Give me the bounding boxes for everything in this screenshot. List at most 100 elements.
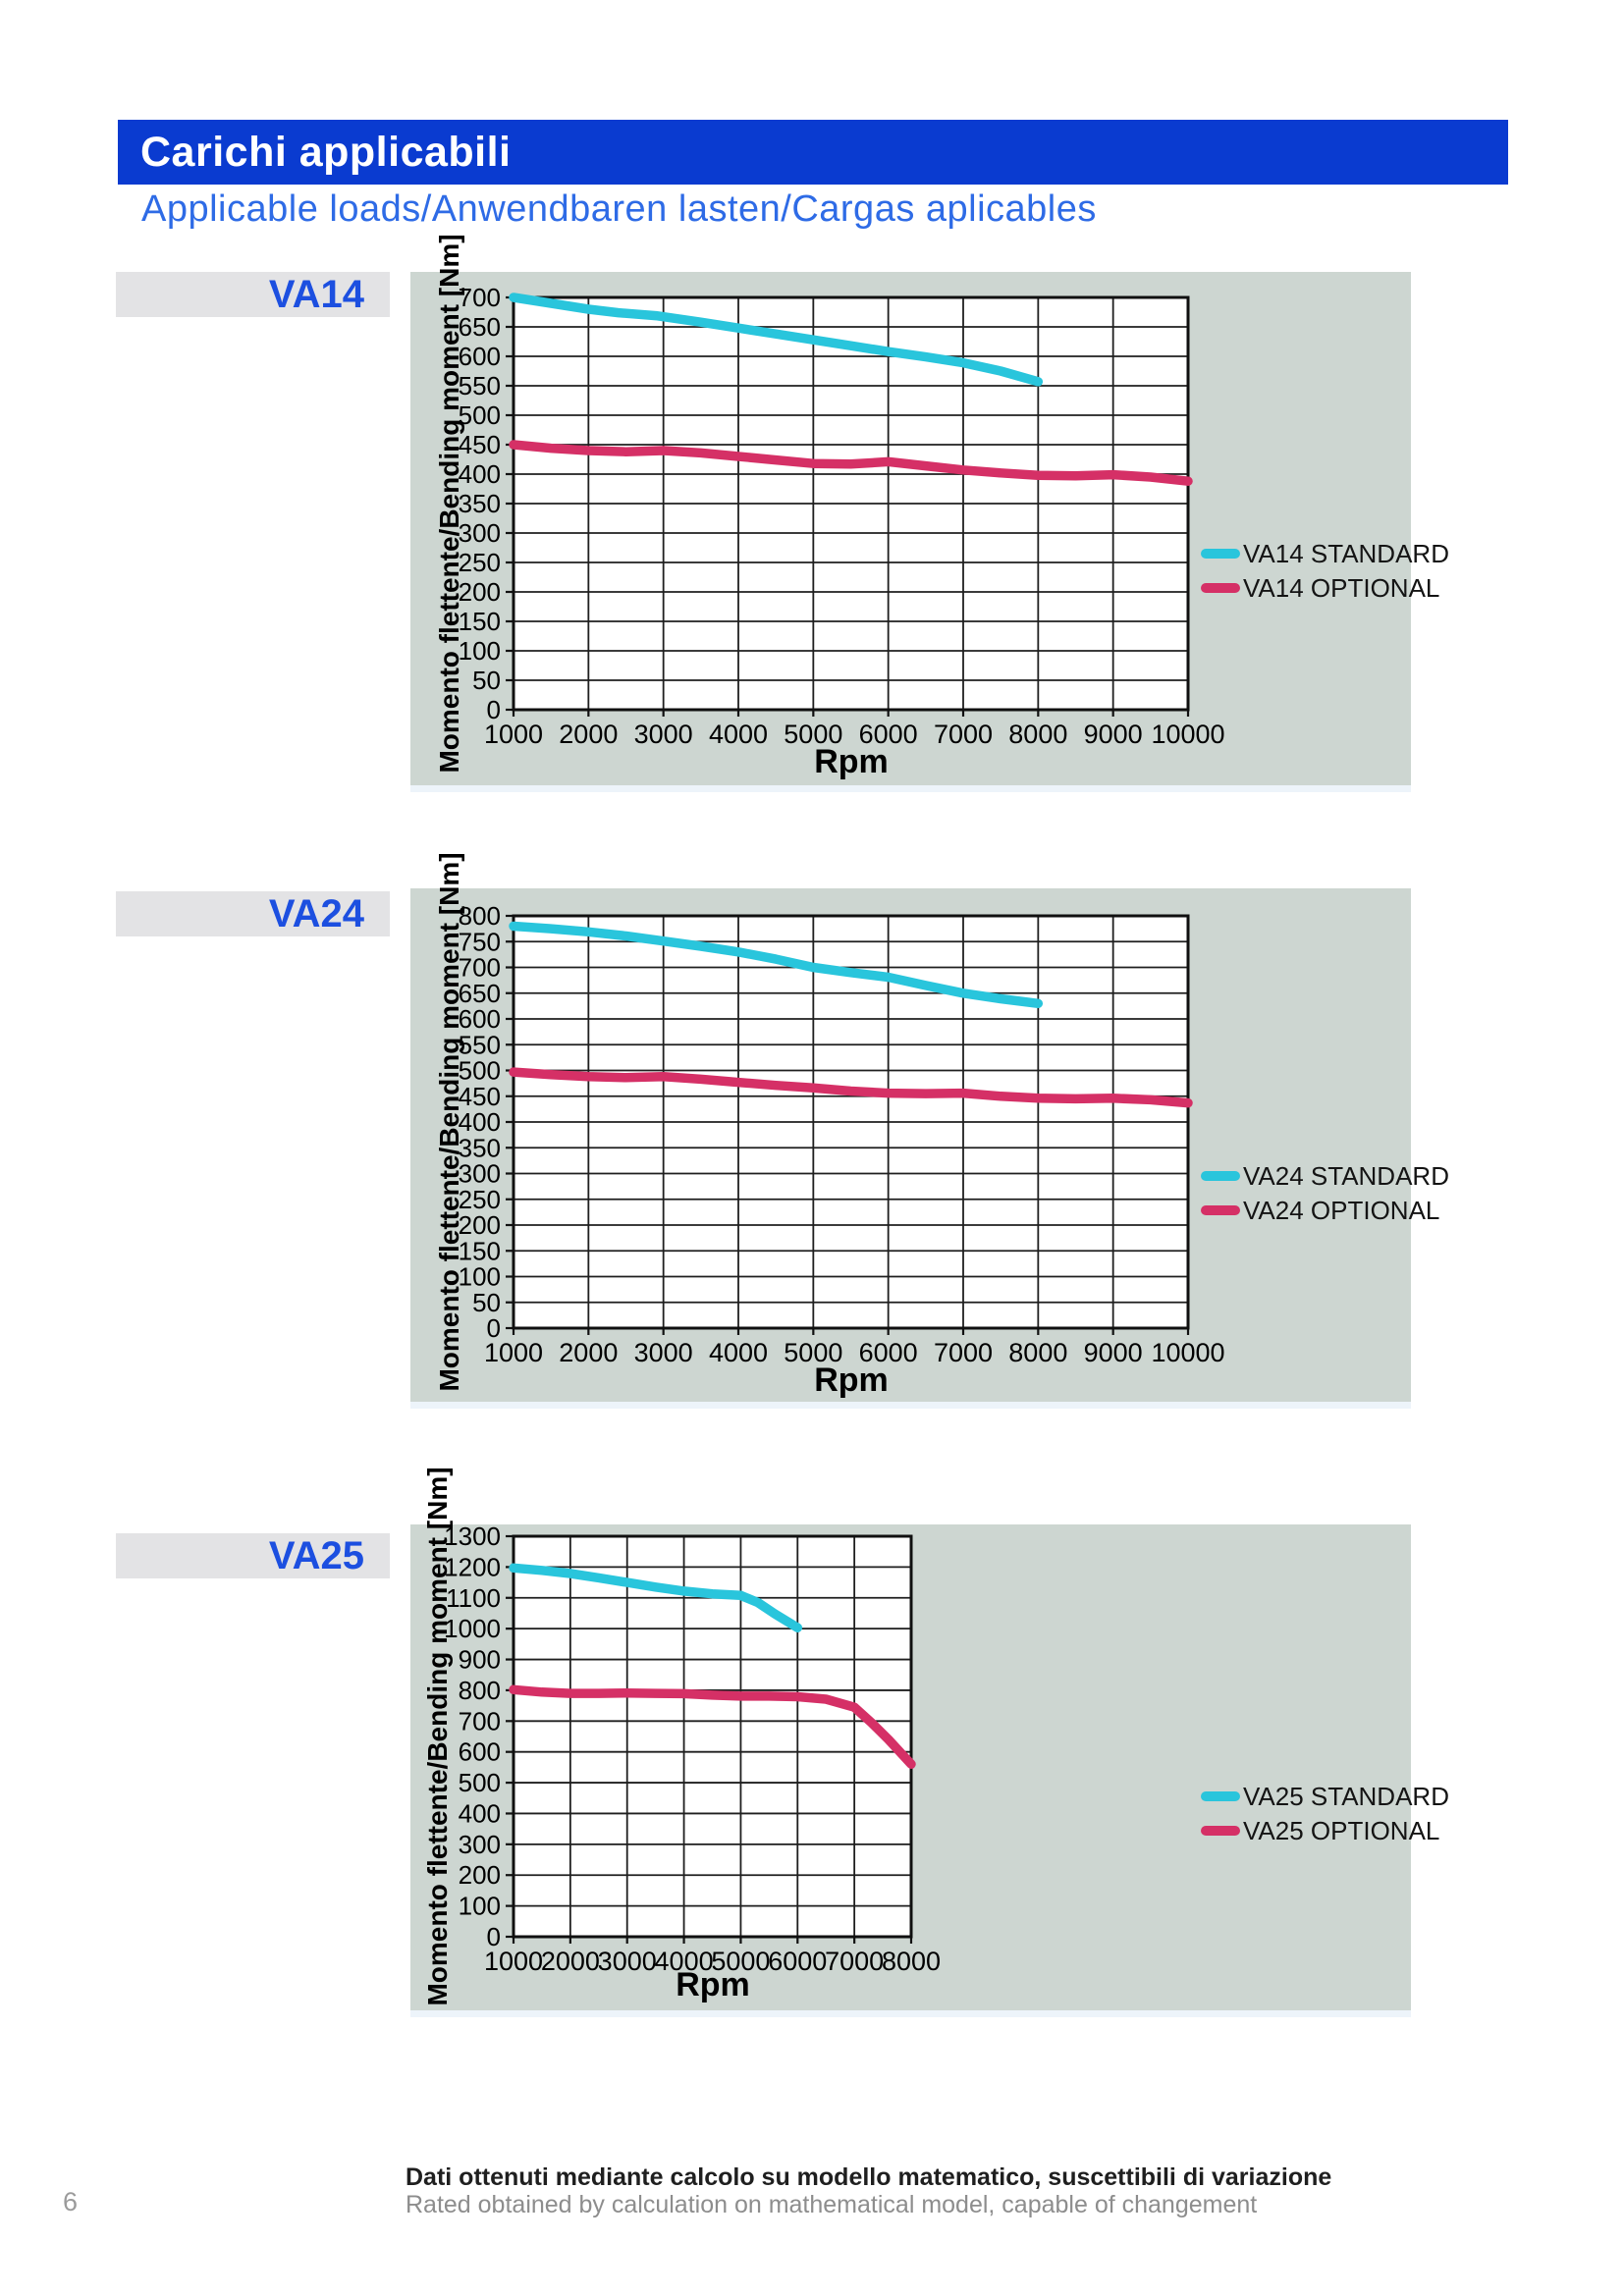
svg-text:10000: 10000 xyxy=(1151,720,1224,749)
svg-text:450: 450 xyxy=(459,430,501,459)
svg-text:600: 600 xyxy=(459,1004,501,1034)
x-axis-title: Rpm xyxy=(814,1362,889,1399)
svg-text:1000: 1000 xyxy=(484,1338,543,1367)
legend-item-optional: VA24 OPTIONAL xyxy=(1201,1196,1449,1225)
svg-text:3000: 3000 xyxy=(598,1947,657,1976)
svg-text:350: 350 xyxy=(459,489,501,518)
legend-item-optional: VA25 OPTIONAL xyxy=(1201,1816,1449,1845)
svg-text:100: 100 xyxy=(459,1892,501,1921)
svg-text:6000: 6000 xyxy=(859,720,918,749)
svg-text:1300: 1300 xyxy=(444,1524,501,1551)
y-tick-labels: 0501001502002503003504004505005506006507… xyxy=(459,901,501,1343)
y-tick-labels: 0501001502002503003504004505005506006507… xyxy=(459,283,501,724)
svg-text:2000: 2000 xyxy=(559,720,618,749)
optional-series-swatch xyxy=(1201,1205,1240,1215)
va25-chart-panel: 1000 2000 3000 4000 5000 6000 7000 8000 0 100 200 3… xyxy=(410,1467,1449,2010)
chart-legend: VA14 STANDARD VA14 OPTIONAL xyxy=(1201,539,1449,608)
x-axis-title: Rpm xyxy=(676,1966,750,2003)
svg-text:8000: 8000 xyxy=(882,1947,941,1976)
page-number: 6 xyxy=(63,2187,79,2216)
svg-text:7000: 7000 xyxy=(825,1947,884,1976)
va25-chart-canvas: 1000200030004000500060007000800001002003… xyxy=(444,1524,941,1976)
svg-text:200: 200 xyxy=(459,577,501,607)
svg-text:700: 700 xyxy=(459,283,501,312)
optional-series-line xyxy=(509,1684,916,1769)
plot-frame xyxy=(512,295,1190,712)
svg-text:400: 400 xyxy=(459,1107,501,1137)
svg-text:400: 400 xyxy=(459,459,501,489)
svg-text:7000: 7000 xyxy=(934,720,993,749)
svg-text:400: 400 xyxy=(459,1798,501,1828)
page-subtitle: Applicable loads/Anwendbaren lasten/Carg… xyxy=(141,188,1097,230)
standard-series-swatch xyxy=(1201,1791,1240,1801)
section-title-bar: Carichi applicabili xyxy=(118,120,1508,185)
svg-text:1000: 1000 xyxy=(444,1614,501,1643)
svg-text:750: 750 xyxy=(459,927,501,956)
panel-bottom-strip xyxy=(410,1402,1411,1409)
footer-note-italian: Dati ottenuti mediante calcolo su modell… xyxy=(406,2163,1332,2191)
svg-text:600: 600 xyxy=(459,1737,501,1767)
svg-text:100: 100 xyxy=(459,1262,501,1292)
y-axis-title: Momento flettente/Bending moment [Nm] xyxy=(434,852,464,1392)
legend-label-standard: VA14 STANDARD xyxy=(1243,538,1449,568)
standard-series-swatch xyxy=(1201,549,1240,559)
svg-text:10000: 10000 xyxy=(1151,1338,1224,1367)
x-axis-title: Rpm xyxy=(814,743,889,780)
svg-text:500: 500 xyxy=(459,1056,501,1086)
svg-text:700: 700 xyxy=(459,953,501,983)
grid-lines xyxy=(514,297,1188,710)
panel-bottom-strip xyxy=(410,785,1411,792)
optional-series-line xyxy=(509,440,1193,486)
legend-item-optional: VA14 OPTIONAL xyxy=(1201,573,1449,603)
legend-label-optional: VA14 OPTIONAL xyxy=(1243,572,1440,603)
plot-area xyxy=(514,1536,911,1937)
legend-label-optional: VA24 OPTIONAL xyxy=(1243,1195,1440,1225)
svg-text:50: 50 xyxy=(472,666,501,695)
x-tick-labels: 1000 2000 3000 4000 5000 6000 7000 8000 9000 1000… xyxy=(484,720,1225,749)
svg-text:4000: 4000 xyxy=(709,720,768,749)
svg-text:2000: 2000 xyxy=(541,1947,600,1976)
svg-text:8000: 8000 xyxy=(1008,1338,1067,1367)
footer-note: Dati ottenuti mediante calcolo su modell… xyxy=(406,2163,1331,2218)
svg-text:700: 700 xyxy=(459,1706,501,1735)
svg-text:500: 500 xyxy=(459,1768,501,1797)
legend-item-standard: VA24 STANDARD xyxy=(1201,1161,1449,1191)
svg-text:150: 150 xyxy=(459,1236,501,1265)
x-tick-labels: 1000 2000 3000 4000 5000 6000 7000 8000 9000 1000… xyxy=(484,1338,1225,1367)
plot-frame xyxy=(512,914,1190,1330)
svg-text:50: 50 xyxy=(472,1288,501,1317)
svg-text:150: 150 xyxy=(459,607,501,636)
svg-text:9000: 9000 xyxy=(1084,1338,1143,1367)
va24-chart-canvas: 1000 2000 3000 4000 5000 6000 7000 8000 9000 1000… xyxy=(459,901,1225,1367)
legend-item-standard: VA14 STANDARD xyxy=(1201,539,1449,568)
svg-text:5000: 5000 xyxy=(784,1338,842,1367)
svg-text:7000: 7000 xyxy=(934,1338,993,1367)
page-title: Carichi applicabili xyxy=(140,128,512,176)
svg-text:300: 300 xyxy=(459,1830,501,1859)
svg-text:3000: 3000 xyxy=(634,720,693,749)
svg-text:650: 650 xyxy=(459,979,501,1008)
svg-text:0: 0 xyxy=(487,695,501,724)
svg-text:450: 450 xyxy=(459,1082,501,1111)
legend-label-standard: VA25 STANDARD xyxy=(1243,1781,1449,1811)
svg-text:2000: 2000 xyxy=(559,1338,618,1367)
svg-text:4000: 4000 xyxy=(709,1338,768,1367)
chart-legend: VA25 STANDARD VA25 OPTIONAL xyxy=(1201,1782,1449,1850)
va25-label-box: VA25 xyxy=(116,1533,390,1578)
model-name: VA24 xyxy=(268,891,364,935)
svg-text:0: 0 xyxy=(487,1313,501,1343)
svg-text:200: 200 xyxy=(459,1210,501,1240)
standard-series-line xyxy=(509,1563,803,1632)
va24-chart-panel: 1000 2000 3000 4000 5000 6000 7000 8000 9000 1000… xyxy=(410,852,1449,1402)
svg-text:1000: 1000 xyxy=(484,720,543,749)
panel-bottom-strip xyxy=(410,2010,1411,2017)
svg-text:5000: 5000 xyxy=(784,720,842,749)
svg-text:250: 250 xyxy=(459,548,501,577)
va14-chart-panel: 1000 2000 3000 4000 5000 6000 7000 8000 9000 1000… xyxy=(410,234,1449,785)
legend-item-standard: VA25 STANDARD xyxy=(1201,1782,1449,1811)
svg-text:5000: 5000 xyxy=(711,1947,770,1976)
svg-text:500: 500 xyxy=(459,400,501,430)
footer-note-english: Rated obtained by calculation on mathema… xyxy=(406,2191,1258,2218)
va14-chart-canvas: 1000 2000 3000 4000 5000 6000 7000 8000 9000 1000… xyxy=(459,283,1225,749)
